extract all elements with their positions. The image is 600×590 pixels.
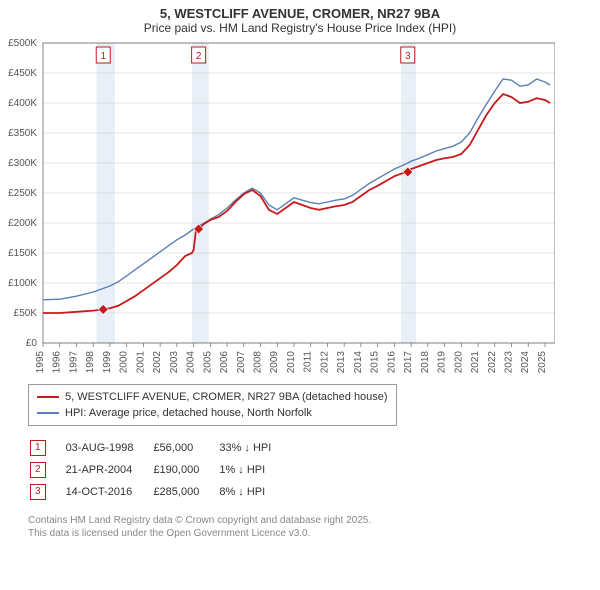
sale-price: £56,000 [153,438,217,458]
svg-text:2011: 2011 [303,351,314,373]
svg-text:2024: 2024 [520,351,531,374]
footnote: Contains HM Land Registry data © Crown c… [28,514,600,540]
sale-price: £190,000 [153,460,217,480]
sale-date: 03-AUG-1998 [66,438,152,458]
svg-text:2017: 2017 [403,351,414,374]
svg-text:2023: 2023 [503,351,514,374]
svg-text:1999: 1999 [102,351,113,374]
svg-text:2013: 2013 [336,351,347,374]
svg-text:2001: 2001 [135,351,146,374]
sale-marker-badge: 3 [30,484,46,500]
svg-text:2008: 2008 [253,351,264,374]
svg-text:£200K: £200K [8,218,37,229]
svg-text:3: 3 [405,51,411,62]
sale-price: £285,000 [153,482,217,502]
price-chart: £0 £50K £100K £150K £200K £250K £300K £350K £400… [0,35,600,380]
svg-text:£150K: £150K [8,248,37,259]
svg-text:2018: 2018 [420,351,431,374]
svg-text:1: 1 [100,51,106,62]
svg-text:2004: 2004 [186,351,197,374]
sale-date: 14-OCT-2016 [66,482,152,502]
page-subtitle: Price paid vs. HM Land Registry's House … [0,21,600,35]
svg-text:£450K: £450K [8,68,37,79]
sale-delta: 33% ↓ HPI [219,438,289,458]
svg-text:1995: 1995 [35,351,46,374]
footnote-line: Contains HM Land Registry data © Crown c… [28,514,600,527]
svg-text:2025: 2025 [537,351,548,374]
svg-text:£50K: £50K [14,308,38,319]
sale-date: 21-APR-2004 [66,460,152,480]
svg-text:2010: 2010 [286,351,297,374]
svg-text:2022: 2022 [487,351,498,374]
sales-table: 1 03-AUG-1998£56,00033% ↓ HPI 2 21-APR-2004… [28,436,291,504]
svg-text:£250K: £250K [8,188,37,199]
svg-text:£300K: £300K [8,158,37,169]
page-title: 5, WESTCLIFF AVENUE, CROMER, NR27 9BA [0,6,600,21]
svg-text:1997: 1997 [68,351,79,374]
svg-text:1998: 1998 [85,351,96,374]
sale-marker-badge: 2 [30,462,46,478]
svg-text:1996: 1996 [52,351,63,374]
svg-text:£500K: £500K [8,38,37,49]
svg-text:2007: 2007 [236,351,247,374]
svg-text:2015: 2015 [370,351,381,374]
svg-text:2014: 2014 [353,351,364,374]
svg-text:£350K: £350K [8,128,37,139]
svg-text:2000: 2000 [119,351,130,374]
legend: 5, WESTCLIFF AVENUE, CROMER, NR27 9BA (d… [28,384,397,426]
footnote-line: This data is licensed under the Open Gov… [28,527,600,540]
legend-label-red: 5, WESTCLIFF AVENUE, CROMER, NR27 9BA (d… [65,389,388,405]
svg-text:2005: 2005 [202,351,213,374]
sale-marker-badge: 1 [30,440,46,456]
svg-text:2020: 2020 [453,351,464,374]
legend-swatch-red [37,396,59,398]
svg-text:2: 2 [196,51,202,62]
svg-text:2016: 2016 [386,351,397,374]
legend-swatch-blue [37,412,59,414]
svg-text:2009: 2009 [269,351,280,374]
svg-text:2006: 2006 [219,351,230,374]
svg-text:£100K: £100K [8,278,37,289]
sale-delta: 8% ↓ HPI [219,482,289,502]
legend-label-blue: HPI: Average price, detached house, Nort… [65,405,312,421]
svg-text:2003: 2003 [169,351,180,374]
svg-text:£0: £0 [26,338,38,349]
svg-text:2021: 2021 [470,351,481,374]
svg-text:£400K: £400K [8,98,37,109]
table-row: 1 03-AUG-1998£56,00033% ↓ HPI [30,438,289,458]
table-row: 2 21-APR-2004£190,0001% ↓ HPI [30,460,289,480]
sale-delta: 1% ↓ HPI [219,460,289,480]
svg-text:2002: 2002 [152,351,163,374]
svg-text:2019: 2019 [437,351,448,374]
svg-text:2012: 2012 [319,351,330,374]
table-row: 3 14-OCT-2016£285,0008% ↓ HPI [30,482,289,502]
